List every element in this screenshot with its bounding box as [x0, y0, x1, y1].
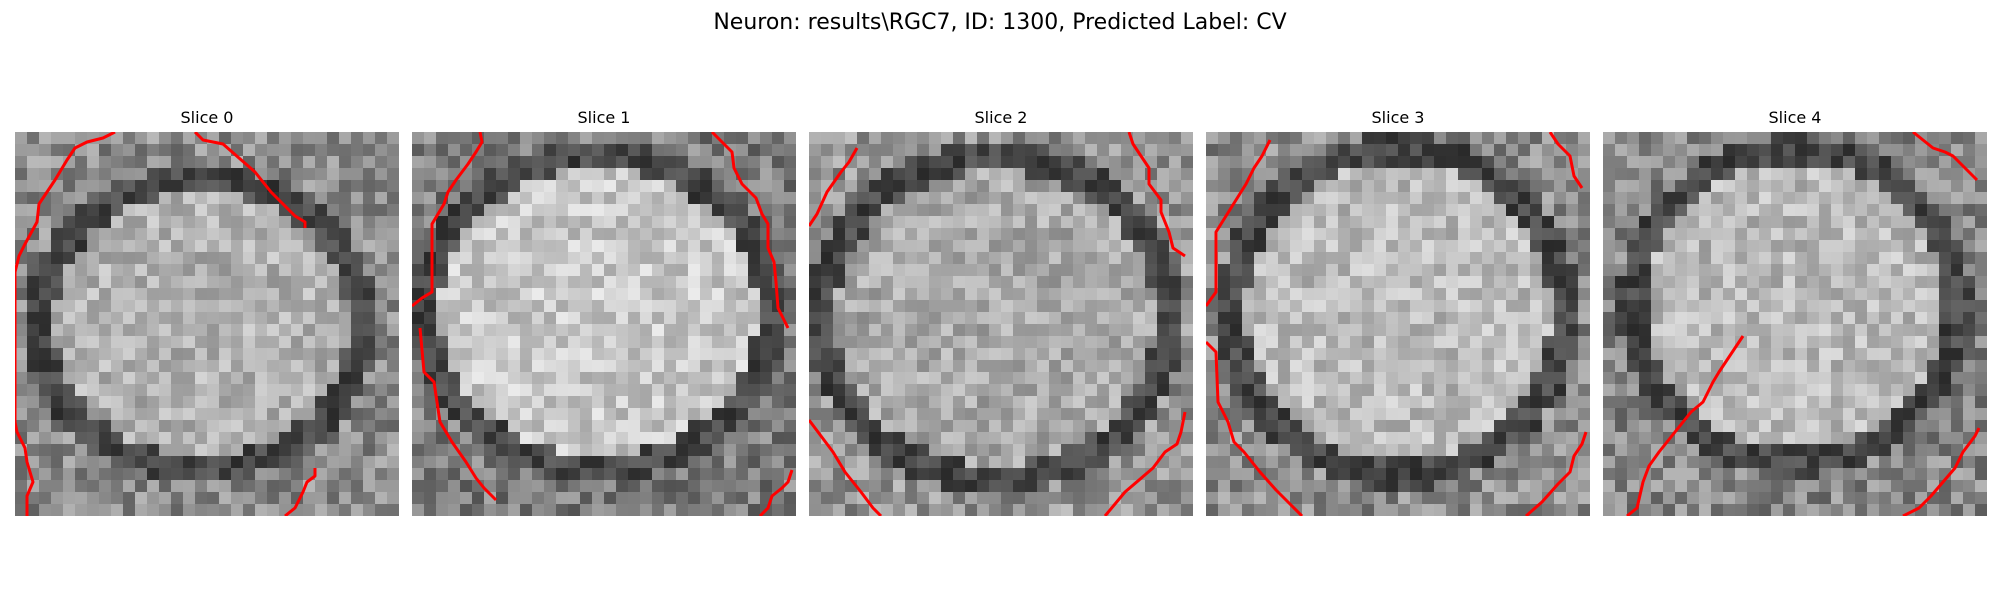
slice-title-4: Slice 4	[1768, 108, 1822, 127]
contour-line	[284, 468, 317, 516]
contour-line	[1912, 132, 1979, 182]
contour-line	[809, 147, 859, 227]
contour-overlay-1	[412, 132, 794, 516]
slice-panel-4: Slice 4	[1603, 108, 1987, 516]
contour-line	[418, 327, 498, 502]
slice-title-3: Slice 3	[1371, 108, 1425, 127]
slice-panel-3: Slice 3	[1206, 108, 1590, 516]
contour-line	[1902, 427, 1981, 516]
contour-overlay-0	[15, 132, 317, 516]
slice-image-1	[412, 132, 796, 516]
slice-panel-2: Slice 2	[809, 108, 1193, 516]
slice-image-0	[15, 132, 399, 516]
slice-title-0: Slice 0	[180, 108, 234, 127]
contour-line	[710, 132, 790, 329]
contour-overlay-4	[1626, 132, 1981, 516]
contour-overlay-3	[1206, 132, 1588, 516]
contour-line	[1626, 335, 1745, 516]
contour-line	[1206, 340, 1304, 516]
slice-image-3	[1206, 132, 1590, 516]
contour-line	[412, 132, 484, 308]
contour-line	[1103, 411, 1187, 516]
contour-line	[758, 469, 794, 516]
slice-title-2: Slice 2	[974, 108, 1028, 127]
contour-line	[1525, 431, 1588, 516]
contour-line	[1127, 132, 1186, 258]
contour-line	[15, 132, 116, 516]
contour-line	[1548, 132, 1584, 189]
slice-image-4	[1603, 132, 1987, 516]
figure-title: Neuron: results\RGC7, ID: 1300, Predicte…	[713, 10, 1287, 35]
slice-image-2	[809, 132, 1193, 516]
slice-title-1: Slice 1	[577, 108, 631, 127]
contour-line	[809, 419, 883, 516]
contour-line	[193, 132, 307, 228]
contour-overlay-2	[809, 132, 1187, 516]
slice-panel-0: Slice 0	[15, 108, 399, 516]
slice-panel-1: Slice 1	[412, 108, 796, 516]
contour-line	[1206, 139, 1272, 307]
